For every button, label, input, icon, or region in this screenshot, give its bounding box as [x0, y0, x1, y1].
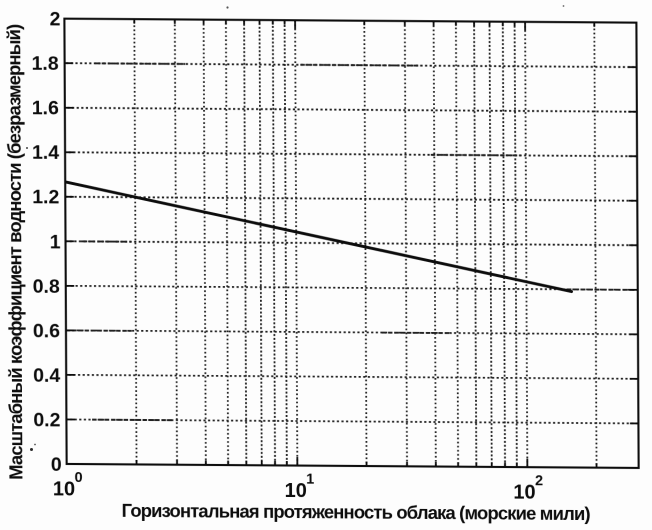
svg-text:2: 2 — [49, 9, 60, 31]
svg-text:Масштабный коэффициент водност: Масштабный коэффициент водности (безразм… — [3, 24, 26, 480]
svg-text:Горизонтальная протяженность о: Горизонтальная протяженность облака (мор… — [122, 500, 591, 524]
svg-text:0.8: 0.8 — [33, 276, 60, 298]
svg-text:0.2: 0.2 — [33, 409, 60, 431]
svg-text:0.6: 0.6 — [33, 320, 60, 342]
svg-text:10: 10 — [53, 478, 75, 500]
svg-text:0.4: 0.4 — [33, 365, 60, 387]
svg-text:1.8: 1.8 — [31, 53, 58, 75]
svg-text:10: 10 — [284, 480, 306, 502]
svg-text:1.6: 1.6 — [32, 97, 59, 119]
svg-text:1: 1 — [50, 231, 61, 253]
svg-text:0: 0 — [51, 454, 62, 476]
svg-text:1: 1 — [306, 472, 314, 488]
svg-text:1.4: 1.4 — [32, 142, 59, 164]
svg-text:10: 10 — [513, 482, 535, 504]
svg-text:2: 2 — [535, 473, 543, 489]
svg-text:1.2: 1.2 — [32, 186, 59, 208]
svg-text:0: 0 — [74, 470, 82, 486]
